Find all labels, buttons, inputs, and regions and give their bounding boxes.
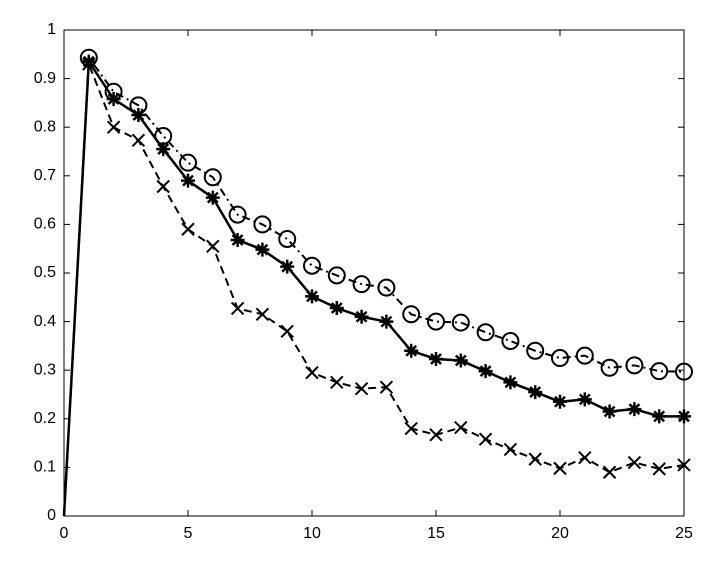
marker <box>404 421 418 436</box>
marker <box>305 365 319 380</box>
marker <box>255 307 270 322</box>
marker <box>156 179 170 194</box>
x-tick-label: 25 <box>675 525 693 542</box>
marker <box>203 168 222 187</box>
marker <box>627 455 642 470</box>
marker <box>402 305 421 324</box>
x-tick-label: 5 <box>184 525 193 542</box>
marker <box>478 364 493 379</box>
marker <box>404 343 419 358</box>
marker <box>551 349 569 368</box>
marker <box>675 362 693 381</box>
y-tick-label: 0.9 <box>34 70 56 87</box>
marker <box>600 358 619 377</box>
marker <box>156 142 171 157</box>
marker <box>131 108 146 123</box>
y-tick-label: 0.3 <box>34 361 56 378</box>
marker <box>677 458 691 472</box>
y-tick-label: 1 <box>47 21 56 38</box>
y-tick-label: 0.8 <box>34 118 56 135</box>
marker <box>379 380 394 394</box>
marker <box>354 309 369 324</box>
marker <box>503 442 518 457</box>
y-tick-label: 0 <box>47 507 56 524</box>
marker <box>303 256 321 275</box>
marker <box>305 289 319 304</box>
y-tick-label: 0.5 <box>34 264 56 281</box>
marker <box>181 173 195 188</box>
y-tick-label: 0.1 <box>34 459 56 476</box>
marker <box>577 392 592 407</box>
marker <box>652 462 666 476</box>
marker <box>330 375 344 390</box>
marker <box>503 375 518 390</box>
series-line <box>63 63 685 517</box>
marker <box>278 229 297 248</box>
marker <box>528 452 542 466</box>
marker <box>625 356 644 375</box>
marker <box>230 301 245 316</box>
marker <box>553 461 567 476</box>
marker <box>553 394 567 409</box>
marker <box>329 300 344 315</box>
marker <box>354 381 369 396</box>
marker <box>205 190 220 205</box>
marker <box>578 450 592 465</box>
marker <box>352 275 371 294</box>
marker <box>650 362 669 381</box>
marker <box>377 278 396 297</box>
marker <box>454 420 468 435</box>
marker <box>652 409 667 424</box>
marker <box>453 353 468 368</box>
marker <box>81 54 96 69</box>
marker <box>677 409 691 424</box>
marker <box>429 352 443 367</box>
marker <box>429 428 443 442</box>
marker <box>230 232 245 247</box>
marker <box>602 465 617 479</box>
y-tick-label: 0.4 <box>34 313 56 330</box>
marker <box>228 205 247 224</box>
marker <box>602 404 617 419</box>
marker <box>82 57 96 71</box>
marker <box>427 312 445 331</box>
y-tick-label: 0.7 <box>34 167 56 184</box>
marker <box>379 314 394 329</box>
y-tick-label: 0.2 <box>34 410 56 427</box>
marker <box>179 153 197 172</box>
marker <box>255 242 270 257</box>
marker <box>501 332 520 351</box>
marker <box>253 215 272 234</box>
x-tick-label: 0 <box>60 525 69 542</box>
marker <box>131 133 146 148</box>
marker <box>526 341 545 360</box>
marker <box>451 313 470 332</box>
marker <box>280 259 295 274</box>
x-tick-label: 10 <box>303 525 321 542</box>
marker <box>627 402 642 417</box>
marker <box>106 92 121 107</box>
marker <box>106 120 121 134</box>
marker <box>206 239 220 253</box>
marker <box>528 385 543 400</box>
marker <box>327 266 346 285</box>
x-tick-label: 15 <box>427 525 445 542</box>
marker <box>575 346 594 365</box>
marker <box>280 324 294 339</box>
plot-frame <box>63 29 685 517</box>
x-tick-label: 20 <box>551 525 569 542</box>
marker <box>476 323 495 342</box>
y-tick-label: 0.6 <box>34 216 56 233</box>
marker <box>181 222 195 236</box>
marker <box>478 432 493 446</box>
series-line <box>63 54 685 517</box>
